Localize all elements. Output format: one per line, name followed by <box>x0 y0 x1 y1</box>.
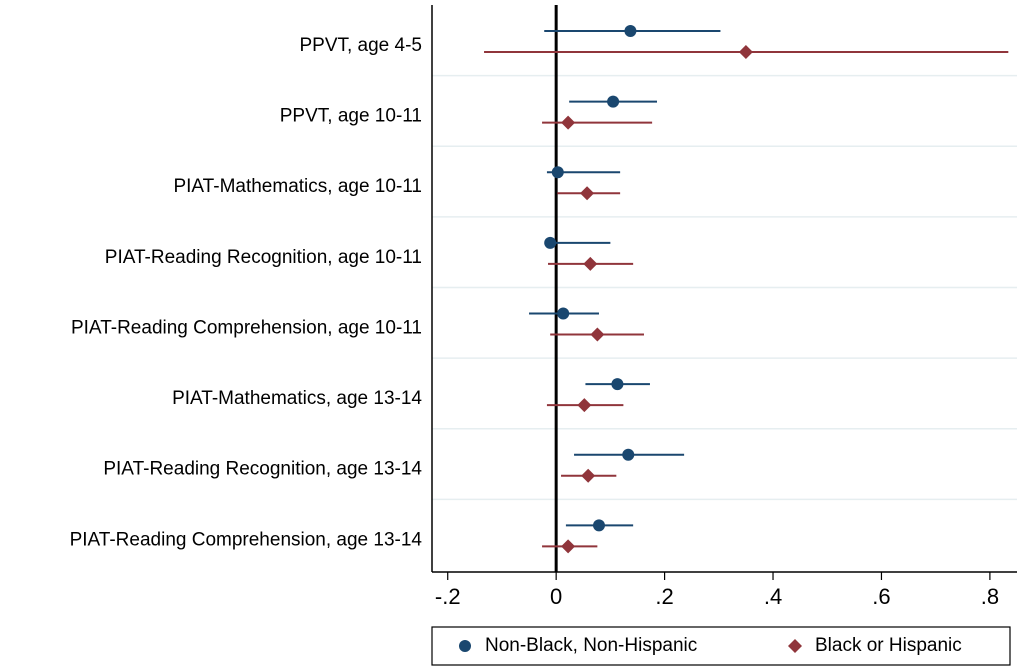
point <box>592 519 605 532</box>
point <box>624 25 637 37</box>
point <box>738 45 753 59</box>
point <box>544 236 557 249</box>
x-tick-label: .4 <box>764 584 782 609</box>
point <box>577 398 592 413</box>
y-tick-label: PIAT-Reading Comprehension, age 13-14 <box>70 529 423 550</box>
legend-label: Non-Black, Non-Hispanic <box>485 635 697 656</box>
x-tick-label: .8 <box>981 584 999 609</box>
point <box>611 378 624 391</box>
legend-marker <box>459 640 471 652</box>
y-tick-label: PPVT, age 10-11 <box>280 106 422 127</box>
y-tick-label: PIAT-Reading Recognition, age 10-11 <box>105 247 422 268</box>
y-tick-label: PPVT, age 4-5 <box>299 35 422 56</box>
x-tick-label: -.2 <box>435 584 461 609</box>
x-tick-label: 0 <box>550 584 562 609</box>
point <box>622 448 635 461</box>
legend-label: Black or Hispanic <box>815 635 962 656</box>
legend-box <box>431 626 1011 666</box>
y-tick-label: PIAT-Reading Recognition, age 13-14 <box>103 459 422 480</box>
y-tick-label: PIAT-Mathematics, age 10-11 <box>173 176 422 197</box>
y-tick-label: PIAT-Reading Comprehension, age 10-11 <box>71 317 422 338</box>
point <box>561 539 576 554</box>
point <box>551 166 564 179</box>
x-tick-label: .2 <box>655 584 673 609</box>
y-tick-label: PIAT-Mathematics, age 13-14 <box>172 388 422 409</box>
point <box>590 327 605 342</box>
point <box>581 468 596 483</box>
point <box>580 186 595 201</box>
point <box>607 95 620 108</box>
point <box>583 256 598 271</box>
x-tick-label: .6 <box>872 584 890 609</box>
point <box>557 307 570 320</box>
point <box>561 115 576 130</box>
legend-marker <box>788 639 802 653</box>
